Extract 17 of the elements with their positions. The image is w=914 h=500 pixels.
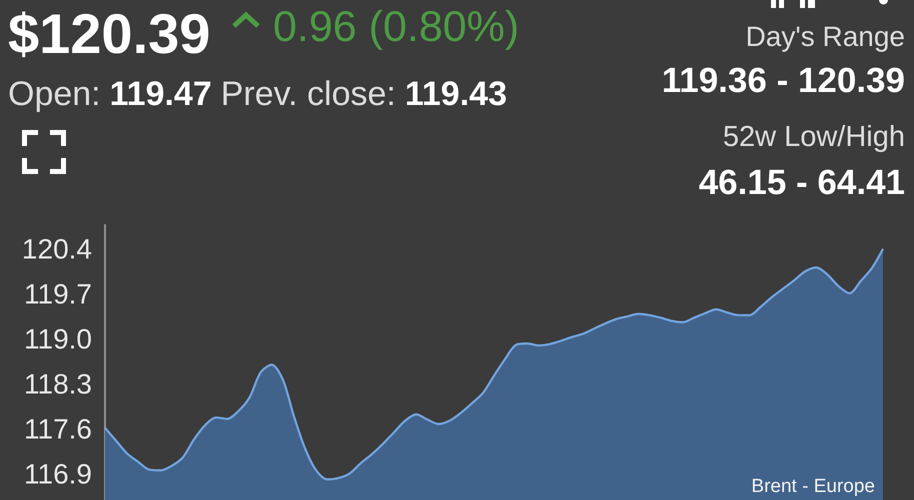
y-tick-label: 119.0 [24, 323, 92, 354]
y-tick-label: 117.6 [24, 414, 92, 445]
text: 46.15 - 64.41 [698, 163, 905, 202]
y-tick-label: 118.3 [24, 368, 92, 400]
text: 52w Low/High [722, 121, 905, 153]
y-tick-label: 116.9 [24, 458, 92, 490]
text: Prev. close: [220, 75, 396, 113]
text: 119.36 - 120.39 [662, 61, 905, 100]
text: Open: [8, 75, 101, 113]
chart-title: $120.39 [8, 2, 210, 65]
annotation: Brent - Europe [751, 476, 875, 497]
text: Day's Range [746, 21, 905, 52]
chart-subtitle: 0.96 (0.80%) [273, 3, 520, 51]
y-tick-label: 119.7 [24, 278, 92, 310]
text: 119.43 [404, 75, 507, 113]
y-tick-label: 120.4 [22, 233, 92, 264]
text: 119.47 [110, 75, 212, 113]
